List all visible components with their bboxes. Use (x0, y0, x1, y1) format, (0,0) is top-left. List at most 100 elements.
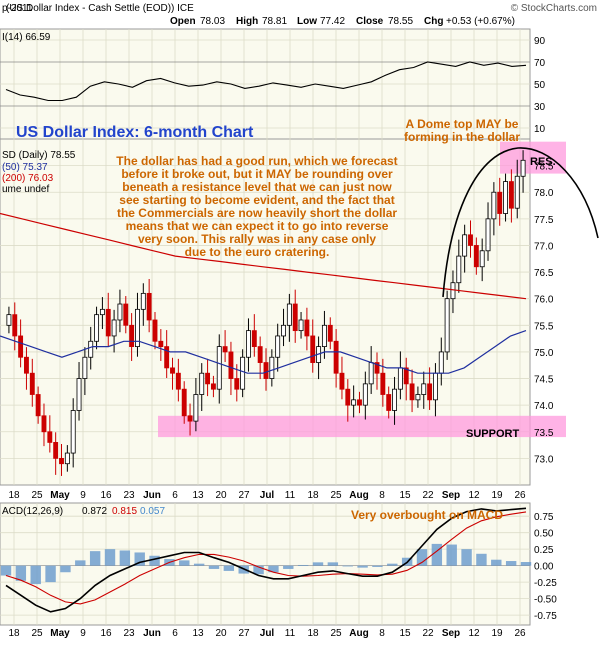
macd-hist-bar (416, 549, 428, 566)
candle-down (234, 378, 240, 390)
quote-open-label: Open (170, 16, 196, 27)
macd-layer (0, 507, 532, 613)
date-tick-label: 25 (330, 628, 342, 639)
header-watermark: © StockCharts.com (511, 3, 597, 14)
candle-up (82, 356, 88, 379)
price-tick-label: 77.5 (534, 215, 554, 226)
date-tick-label: 27 (238, 490, 250, 501)
candle-up (88, 340, 94, 358)
candle-up (135, 308, 140, 348)
macd-hist-bar (179, 560, 190, 566)
date-tick-label: 15 (399, 490, 411, 501)
date-tick-label: 6 (172, 490, 178, 501)
candle-up (450, 282, 456, 300)
price-layer (0, 150, 527, 476)
candle-up (397, 367, 403, 390)
candle-down (158, 340, 164, 347)
candle-up (462, 234, 468, 257)
rsi-label: I(14) 66.59 (2, 32, 51, 43)
date-tick-label: 26 (514, 628, 526, 639)
date-tick-label: 13 (192, 490, 204, 501)
macd-hist-bar (297, 564, 309, 566)
legend-volume: ume undef (2, 184, 49, 195)
candle-down (164, 346, 170, 369)
macd-hist-bar (253, 565, 264, 575)
rsi-tick-label: 70 (534, 58, 546, 69)
candle-down (205, 372, 211, 385)
date-tick-label: 11 (285, 490, 296, 501)
date-tick-label: 18 (8, 490, 20, 501)
candle-up (432, 372, 438, 401)
commentary-text: The dollar has had a good run, which we … (116, 154, 397, 259)
commentary-line: due to the euro cratering. (185, 245, 330, 259)
date-tick-label: 22 (422, 490, 434, 501)
candle-up (456, 255, 462, 284)
commentary-line: the Commercials are now heavily short th… (117, 206, 397, 220)
candle-down (304, 319, 310, 337)
date-tick-label: Jul (260, 490, 275, 501)
ma200-line (0, 212, 527, 300)
macd-hist-bar (476, 553, 487, 566)
macd-value: 0.872 (82, 506, 107, 517)
candle-down (257, 346, 263, 363)
resistance-label: RES. (530, 156, 556, 168)
macd-hist-bar (75, 560, 86, 566)
price-tick-label: 78.5 (534, 162, 554, 173)
candle-up (415, 394, 421, 401)
commentary-line: very soon. This rally was in any case on… (138, 232, 376, 246)
candle-down (292, 303, 298, 332)
candle-up (281, 324, 286, 337)
candle-up (368, 362, 374, 385)
candle-down (35, 394, 41, 417)
date-tick-label: 27 (238, 628, 250, 639)
candle-down (222, 346, 228, 353)
macd-hist-bar (134, 552, 145, 566)
date-tick-label: 23 (123, 490, 135, 501)
axis-ticks: 18 18 25 25 May May 9 9 16 16 23 23 Jun Jun 6 6 13 13 20 20… (8, 36, 557, 639)
candle-down (251, 330, 257, 347)
macd-hist-bar (104, 549, 116, 566)
price-tick-label: 76.0 (534, 295, 554, 306)
macd-hist-bar (431, 543, 443, 566)
quote-open: 78.03 (200, 16, 225, 27)
quote-low-label: Low (297, 16, 317, 27)
candle-down (41, 415, 47, 433)
candle-up (485, 218, 491, 252)
macd-hist-bar (45, 565, 56, 583)
grid-lines (0, 29, 530, 625)
macd-hist-bar (193, 563, 205, 566)
date-tick-label: Jun (143, 628, 161, 639)
candle-up (117, 303, 123, 321)
date-tick-label: 26 (514, 490, 526, 501)
candle-down (357, 399, 362, 406)
quote-high-label: High (236, 16, 258, 27)
macd-tick-label: -0.75 (534, 611, 557, 622)
dome-note: A Dome top MAY be forming in the dollar (404, 117, 520, 144)
quote-low: 77.42 (320, 16, 345, 27)
macd-tick-label: 0.50 (534, 529, 554, 540)
candle-up (362, 383, 368, 406)
macd-hist-bar (505, 561, 517, 566)
macd-hist-bar (60, 565, 71, 573)
candle-down (468, 234, 473, 246)
macd-hist-bar (491, 559, 502, 566)
candle-down (181, 388, 187, 417)
macd-hist-bar (223, 565, 235, 571)
candle-down (473, 245, 479, 268)
date-tick-label: 15 (399, 628, 411, 639)
ma50-line (0, 330, 527, 374)
date-tick-label: 8 (379, 490, 385, 501)
candle-up (246, 330, 251, 358)
support-band (158, 415, 566, 438)
macd-hist-bar (208, 565, 220, 569)
date-tick-label: Jun (143, 490, 161, 501)
candle-up (298, 319, 304, 332)
date-tick-label: 25 (330, 490, 342, 501)
quote-chg: +0.53 (+0.67%) (446, 16, 515, 27)
date-tick-label: 9 (80, 490, 86, 501)
date-tick-label: 19 (491, 628, 503, 639)
quote-high: 78.81 (262, 16, 287, 27)
date-tick-label: 18 (307, 490, 319, 501)
candle-up (514, 175, 520, 209)
